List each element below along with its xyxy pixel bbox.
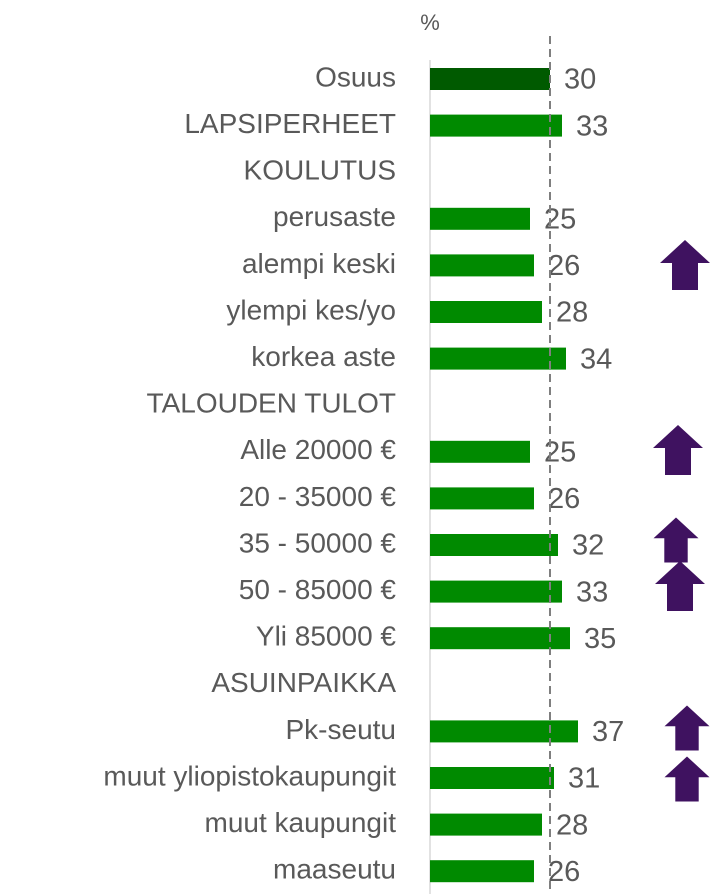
bar bbox=[430, 114, 562, 137]
value-label: 26 bbox=[548, 250, 580, 282]
value-label: 35 bbox=[584, 623, 616, 655]
bar bbox=[430, 813, 542, 836]
category-label: muut kaupungit bbox=[205, 807, 397, 838]
bar bbox=[430, 347, 566, 370]
arrow bbox=[653, 425, 703, 475]
category-label: Pk-seutu bbox=[286, 714, 397, 745]
bar bbox=[430, 254, 534, 277]
arrow bbox=[655, 561, 705, 611]
arrow bbox=[664, 756, 710, 802]
category-label: ylempi kes/yo bbox=[226, 294, 396, 325]
bar bbox=[430, 720, 578, 743]
bar bbox=[430, 534, 558, 556]
bar bbox=[430, 487, 534, 510]
value-label: 26 bbox=[548, 856, 580, 888]
category-label: Yli 85000 € bbox=[256, 621, 397, 652]
bar bbox=[430, 301, 542, 323]
value-label: 28 bbox=[556, 809, 588, 841]
category-label: Osuus bbox=[315, 61, 396, 92]
value-label: 37 bbox=[592, 716, 624, 748]
category-label: TALOUDEN TULOT bbox=[147, 388, 396, 419]
category-label: muut yliopistokaupungit bbox=[103, 760, 396, 791]
value-label: 31 bbox=[568, 763, 600, 795]
axis-label: % bbox=[420, 10, 440, 35]
value-label: 32 bbox=[572, 530, 604, 562]
category-label: Alle 20000 € bbox=[240, 434, 396, 465]
bar bbox=[430, 207, 530, 230]
bar bbox=[430, 767, 554, 789]
category-label: LAPSIPERHEET bbox=[184, 108, 396, 139]
bar bbox=[430, 627, 570, 650]
bar bbox=[430, 580, 562, 603]
significance-arrows bbox=[653, 240, 710, 802]
bar bbox=[430, 68, 550, 90]
category-label: alempi keski bbox=[242, 248, 396, 279]
category-label: 20 - 35000 € bbox=[239, 481, 397, 512]
category-label: ASUINPAIKKA bbox=[211, 667, 396, 698]
arrow bbox=[660, 240, 710, 290]
category-label: 50 - 85000 € bbox=[239, 574, 397, 605]
value-label: 26 bbox=[548, 483, 580, 515]
value-label: 33 bbox=[576, 576, 608, 608]
bar bbox=[430, 440, 530, 463]
value-label: 34 bbox=[580, 343, 612, 375]
category-label: maaseutu bbox=[273, 854, 396, 885]
value-label: 28 bbox=[556, 297, 588, 329]
category-label: 35 - 50000 € bbox=[239, 527, 397, 558]
category-label: KOULUTUS bbox=[244, 155, 396, 186]
arrow bbox=[664, 705, 710, 751]
bar bbox=[430, 860, 534, 883]
value-label: 25 bbox=[544, 203, 576, 235]
value-label: 30 bbox=[564, 64, 596, 96]
value-label: 25 bbox=[544, 436, 576, 468]
category-label: perusaste bbox=[273, 201, 396, 232]
category-label: korkea aste bbox=[251, 341, 396, 372]
value-label: 33 bbox=[576, 110, 608, 142]
arrow bbox=[653, 517, 699, 563]
